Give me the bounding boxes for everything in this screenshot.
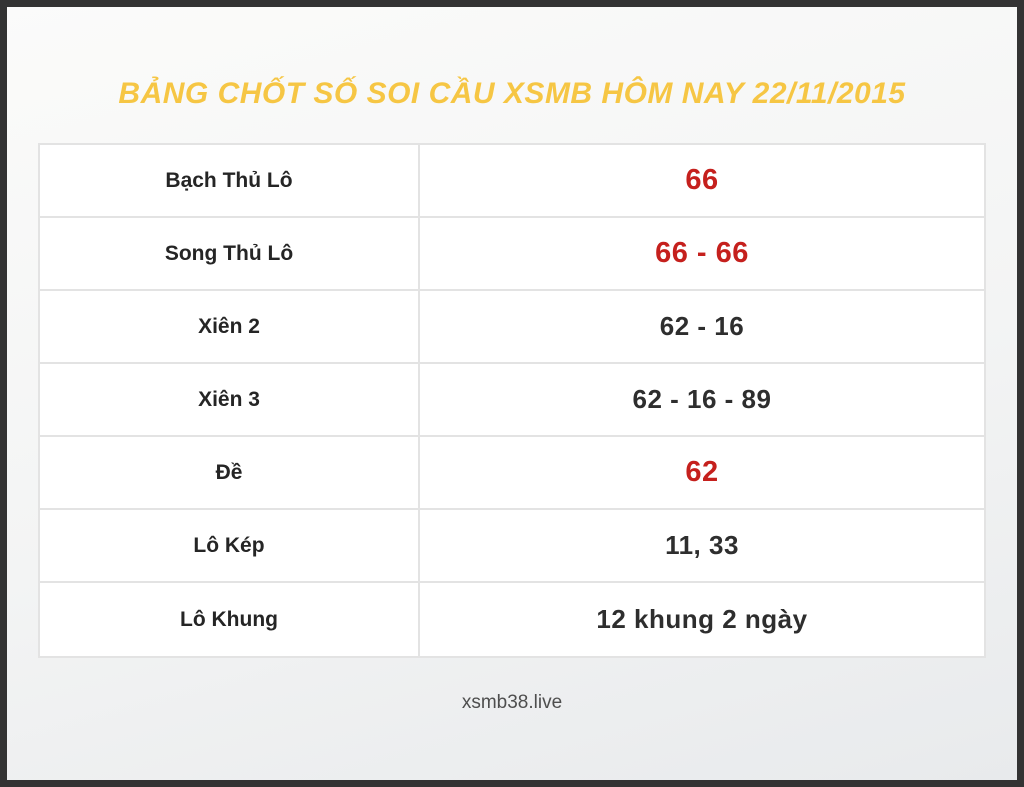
page-title: BẢNG CHỐT SỐ SOI CẦU XSMB HÔM NAY 22/11/… <box>118 77 906 110</box>
row-value: 66 - 66 <box>655 237 749 269</box>
row-value: 62 - 16 - 89 <box>632 384 772 414</box>
row-value: 12 khung 2 ngày <box>596 604 808 634</box>
page: BẢNG CHỐT SỐ SOI CẦU XSMB HÔM NAY 22/11/… <box>7 7 1017 714</box>
row-label: Xiên 3 <box>40 364 420 435</box>
table-row: Xiên 2 62 - 16 <box>40 291 984 364</box>
row-label: Lô Kép <box>40 510 420 581</box>
table-row: Bạch Thủ Lô 66 <box>40 145 984 218</box>
table-row: Xiên 3 62 - 16 - 89 <box>40 364 984 437</box>
table-row: Đề 62 <box>40 437 984 510</box>
table-row: Song Thủ Lô 66 - 66 <box>40 218 984 291</box>
table-row: Lô Kép 11, 33 <box>40 510 984 583</box>
row-label: Lô Khung <box>40 583 420 656</box>
row-value: 11, 33 <box>665 530 739 560</box>
row-label: Xiên 2 <box>40 291 420 362</box>
table-row: Lô Khung 12 khung 2 ngày <box>40 583 984 656</box>
row-value: 62 - 16 <box>659 311 745 341</box>
row-value: 62 <box>685 456 719 488</box>
row-value: 66 <box>685 164 719 196</box>
prediction-table: Bạch Thủ Lô 66 Song Thủ Lô 66 - 66 Xiên … <box>38 143 986 658</box>
site-name: xsmb38.live <box>461 692 563 713</box>
row-label: Bạch Thủ Lô <box>40 145 420 216</box>
row-label: Song Thủ Lô <box>40 218 420 289</box>
row-label: Đề <box>40 437 420 508</box>
